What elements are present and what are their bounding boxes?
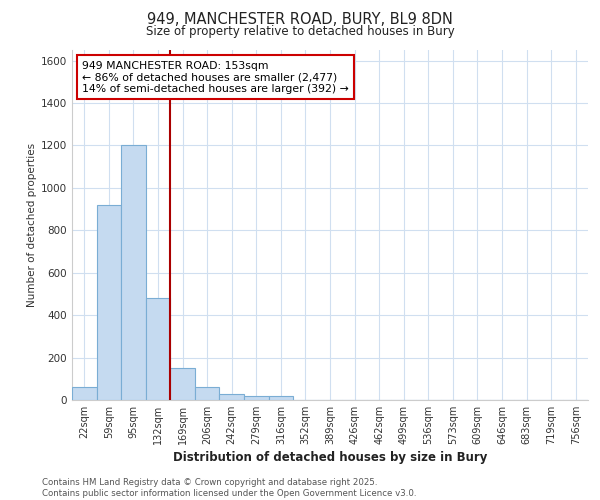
Text: Contains HM Land Registry data © Crown copyright and database right 2025.
Contai: Contains HM Land Registry data © Crown c…	[42, 478, 416, 498]
Bar	[269, 396, 293, 400]
Bar	[97, 205, 121, 400]
Text: Size of property relative to detached houses in Bury: Size of property relative to detached ho…	[146, 25, 454, 38]
Bar	[220, 394, 244, 400]
Bar	[195, 388, 220, 400]
Text: 949, MANCHESTER ROAD, BURY, BL9 8DN: 949, MANCHESTER ROAD, BURY, BL9 8DN	[147, 12, 453, 28]
Y-axis label: Number of detached properties: Number of detached properties	[27, 143, 37, 307]
Bar	[72, 388, 97, 400]
Text: 949 MANCHESTER ROAD: 153sqm
← 86% of detached houses are smaller (2,477)
14% of : 949 MANCHESTER ROAD: 153sqm ← 86% of det…	[82, 60, 349, 94]
X-axis label: Distribution of detached houses by size in Bury: Distribution of detached houses by size …	[173, 451, 487, 464]
Bar	[121, 146, 146, 400]
Bar	[146, 298, 170, 400]
Bar	[244, 396, 269, 400]
Bar	[170, 368, 195, 400]
